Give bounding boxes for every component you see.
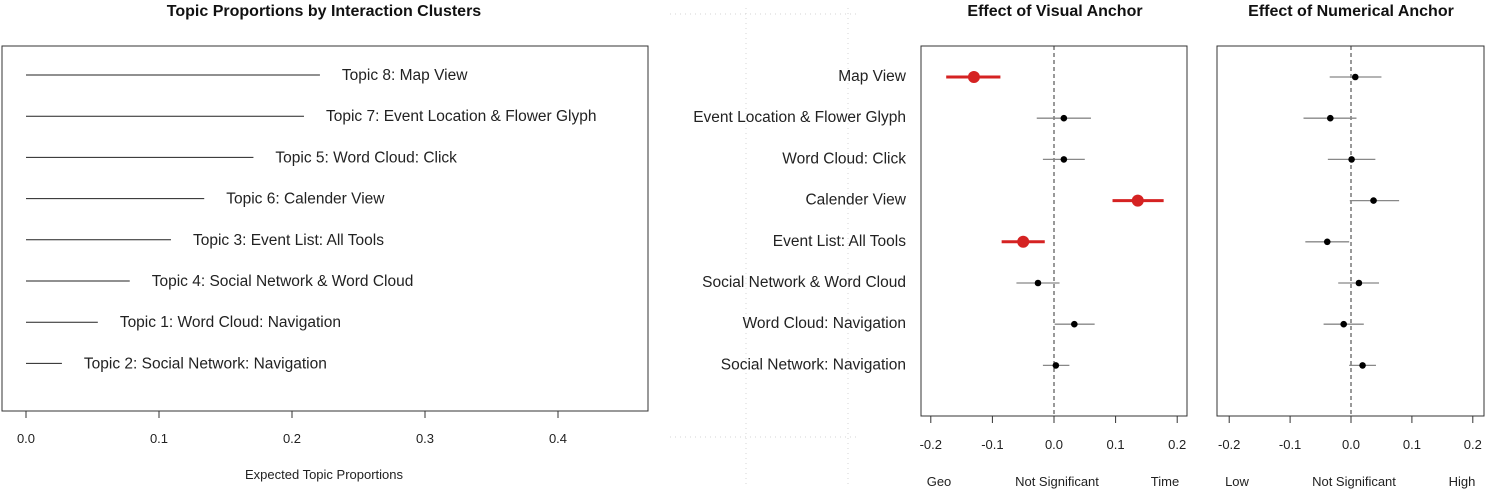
effect-row-label-7: Word Cloud: Navigation [743,315,906,332]
effect-row-label-3: Word Cloud: Click [782,150,906,167]
numerical-anchor-estimate-6 [1355,279,1363,287]
topic-x-tick-label: 0.1 [150,431,168,446]
topic-x-tick-label: 0.4 [549,431,567,446]
topic-proportions-x-axis-label: Expected Topic Proportions [245,467,404,482]
numerical-anchor-x-tick-label: 0.1 [1403,437,1421,452]
numerical-anchor-x-tick-label: -0.1 [1279,437,1301,452]
numerical-anchor-bottom-left-label: Low [1225,474,1249,489]
visual-anchor-bottom-center-label: Not Significant [1015,474,1099,489]
numerical-anchor-bottom-right-label: High [1449,474,1476,489]
panel-separators [670,8,860,488]
numerical-anchor-bottom-center-label: Not Significant [1312,474,1396,489]
numerical-anchor-estimate-5 [1323,238,1331,246]
numerical-anchor-panel: Effect of Numerical Anchor -0.2 -0.1 0.0 0.… [1216,3,1485,489]
effect-row-label-1: Map View [838,68,907,85]
visual-anchor-x-tick-label: -0.2 [920,437,942,452]
visual-anchor-x-tick-label: 0.1 [1107,437,1125,452]
topic-label-5: Topic 3: Event List: All Tools [193,232,384,249]
topic-label-8: Topic 2: Social Network: Navigation [84,355,327,372]
topic-label-6: Topic 4: Social Network & Word Cloud [152,273,414,290]
visual-anchor-title: Effect of Visual Anchor [967,3,1142,20]
visual-anchor-x-tick-label: 0.2 [1168,437,1186,452]
effect-row-label-4: Calender View [805,192,906,209]
topic-x-tick-label: 0.2 [283,431,301,446]
topic-x-tick-label: 0.0 [17,431,35,446]
numerical-anchor-title: Effect of Numerical Anchor [1248,3,1454,20]
visual-anchor-bottom-right-label: Time [1151,474,1179,489]
numerical-anchor-estimate-1 [1351,73,1359,81]
numerical-anchor-x-tick-label: 0.0 [1342,437,1360,452]
visual-anchor-estimate-2 [1060,114,1068,122]
effect-row-label-8: Social Network: Navigation [721,356,906,373]
visual-anchor-estimate-8 [1052,362,1060,369]
numerical-anchor-x-tick-label: -0.2 [1218,437,1240,452]
numerical-anchor-estimate-7 [1340,320,1347,328]
numerical-anchor-estimate-2 [1326,114,1334,122]
topic-label-7: Topic 1: Word Cloud: Navigation [120,314,341,331]
topic-label-3: Topic 5: Word Cloud: Click [275,149,457,166]
visual-anchor-estimate-5 [1017,235,1030,248]
visual-anchor-estimate-6 [1034,279,1042,287]
numerical-anchor-x-tick-label: 0.2 [1464,437,1482,452]
visual-anchor-x-tick-label: -0.1 [981,437,1003,452]
visual-anchor-estimate-4 [1131,194,1144,207]
visual-anchor-estimate-3 [1060,156,1068,163]
visual-anchor-estimate-7 [1071,320,1078,328]
topic-proportions-title: Topic Proportions by Interaction Cluster… [167,3,482,20]
numerical-anchor-estimate-8 [1359,362,1366,369]
effect-row-label-2: Event Location & Flower Glyph [693,109,906,126]
topic-label-4: Topic 6: Calender View [226,191,385,208]
visual-anchor-estimate-1 [967,71,980,83]
topic-x-tick-label: 0.3 [416,431,434,446]
effect-row-label-6: Social Network & Word Cloud [702,274,906,291]
effect-row-label-5: Event List: All Tools [773,233,907,250]
numerical-anchor-estimate-4 [1370,197,1377,204]
topic-label-2: Topic 7: Event Location & Flower Glyph [326,108,597,125]
visual-anchor-bottom-left-label: Geo [927,474,952,489]
topic-proportions-panel: Topic Proportions by Interaction Cluster… [1,3,649,482]
visual-anchor-x-tick-label: 0.0 [1045,437,1063,452]
topic-label-1: Topic 8: Map View [342,67,468,84]
numerical-anchor-estimate-3 [1348,156,1355,163]
visual-anchor-panel: Effect of Visual Anchor Map View Event Lo… [693,3,1188,489]
